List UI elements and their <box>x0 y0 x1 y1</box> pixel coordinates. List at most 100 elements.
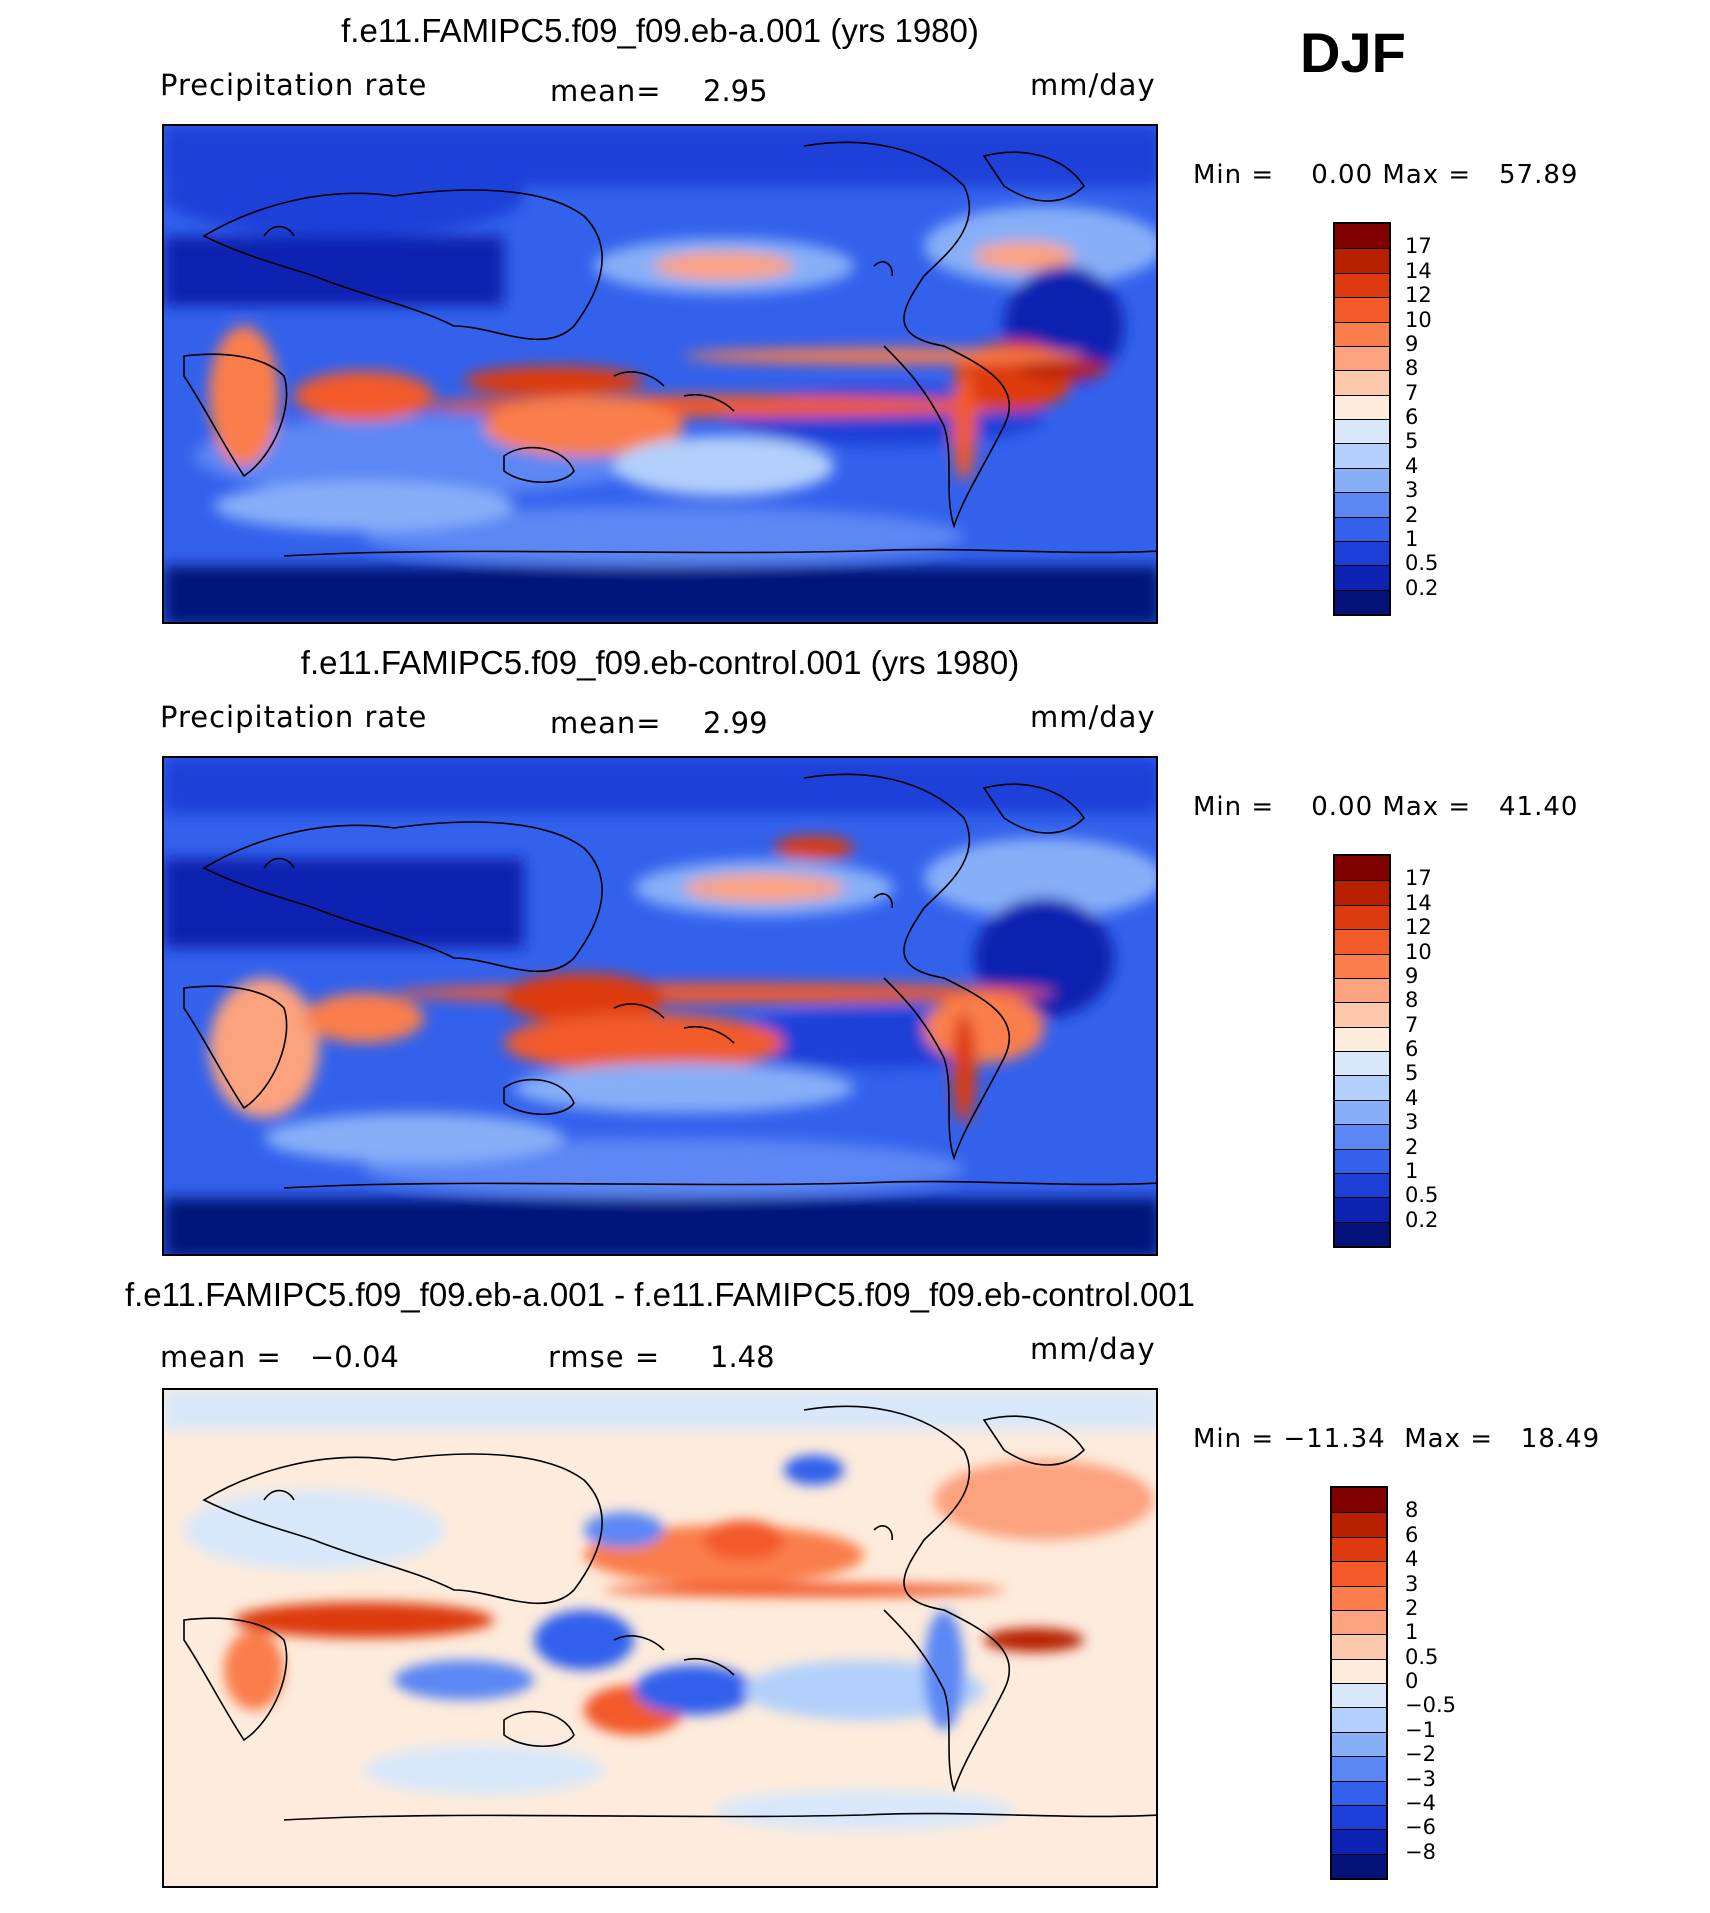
colorbar-tick-label: 5 <box>1405 1061 1419 1086</box>
colorbar-swatch <box>1335 1051 1389 1076</box>
colorbar-tick-label: 7 <box>1405 380 1419 405</box>
panel-title: f.e11.FAMIPC5.f09_f09.eb-a.001 - f.e11.F… <box>124 1276 1196 1313</box>
colorbar <box>1333 222 1391 616</box>
colorbar-tick-label: 6 <box>1405 1522 1419 1547</box>
colorbar-swatch <box>1335 345 1389 371</box>
colorbar-swatch <box>1335 856 1389 881</box>
colorbar-tick-label: 2 <box>1405 1595 1419 1620</box>
colorbar-tick-label: 8 <box>1405 356 1419 381</box>
colorbar-swatch <box>1335 540 1389 566</box>
panel-title: f.e11.FAMIPC5.f09_f09.eb-control.001 (yr… <box>300 644 1020 681</box>
colorbar-tick-label: 12 <box>1405 915 1432 940</box>
colorbar-tick-label: 8 <box>1405 1498 1419 1523</box>
colorbar-swatch <box>1335 394 1389 419</box>
colorbar-swatch <box>1335 953 1389 978</box>
colorbar-swatch <box>1332 1488 1386 1513</box>
colorbar-swatch <box>1335 1221 1389 1246</box>
min-max-label: Min = −11.34 Max = 18.49 <box>1193 1424 1601 1454</box>
colorbar-swatch <box>1335 977 1389 1003</box>
colorbar-tick-label: 1 <box>1405 1620 1419 1645</box>
rmse-label: rmse = <box>548 1340 661 1374</box>
colorbar-swatch <box>1335 1148 1389 1173</box>
colorbar-tick-label: 0.2 <box>1405 575 1439 600</box>
colorbar-tick-label: 10 <box>1405 307 1432 332</box>
colorbar-swatch <box>1335 1197 1389 1222</box>
colorbar-tick-label: 2 <box>1405 1134 1419 1159</box>
colorbar-tick-label: 3 <box>1405 1571 1419 1596</box>
colorbar-tick-label: 8 <box>1405 988 1419 1013</box>
colorbar-tick-label: −1 <box>1405 1717 1436 1742</box>
units-label: mm/day <box>1030 700 1156 734</box>
colorbar-swatch <box>1332 1829 1386 1854</box>
colorbar-tick-label: −0.5 <box>1405 1693 1456 1718</box>
colorbar-tick-label: 1 <box>1405 1158 1419 1183</box>
colorbar-swatch <box>1335 516 1389 541</box>
panel-difference: f.e11.FAMIPC5.f09_f09.eb-a.001 - f.e11.F… <box>0 1264 1710 1904</box>
colorbar-tick-label: 9 <box>1405 331 1419 356</box>
panel-title: f.e11.FAMIPC5.f09_f09.eb-a.001 (yrs 1980… <box>341 12 979 49</box>
colorbar-tick-label: 3 <box>1405 1110 1419 1135</box>
colorbar-swatch <box>1335 1099 1389 1125</box>
colorbar-tick-label: 4 <box>1405 453 1419 478</box>
colorbar-tick-label: 9 <box>1405 963 1419 988</box>
colorbar-swatch <box>1332 1756 1386 1781</box>
colorbar-swatch <box>1335 1075 1389 1100</box>
colorbar-tick-label: 17 <box>1405 234 1432 259</box>
colorbar-tick-label: 10 <box>1405 939 1432 964</box>
colorbar-tick-label: 4 <box>1405 1085 1419 1110</box>
colorbar-swatch <box>1332 1634 1386 1659</box>
colorbar-tick-label: 3 <box>1405 478 1419 503</box>
colorbar-tick-label: −4 <box>1405 1790 1436 1815</box>
colorbar-swatch <box>1332 1731 1386 1757</box>
season-label: DJF <box>1300 21 1406 84</box>
difference-map <box>162 1388 1158 1888</box>
colorbar-tick-label: 14 <box>1405 890 1432 915</box>
colorbar-swatch <box>1332 1707 1386 1732</box>
colorbar-tick-label: 0.5 <box>1405 1183 1439 1208</box>
colorbar-tick-label: −6 <box>1405 1815 1436 1840</box>
colorbar-swatch <box>1332 1536 1386 1562</box>
colorbar-swatch <box>1335 1172 1389 1198</box>
units-label: mm/day <box>1030 1332 1156 1366</box>
precipitation-map <box>162 124 1158 624</box>
mean-value: −0.04 <box>310 1340 399 1374</box>
colorbar-tick-label: 0.5 <box>1405 1644 1439 1669</box>
colorbar-tick-label: 5 <box>1405 429 1419 454</box>
mean-label: mean= <box>550 706 662 740</box>
mean-label: mean = <box>160 1340 282 1374</box>
colorbar-tick-label: −8 <box>1405 1839 1436 1864</box>
colorbar <box>1333 854 1391 1248</box>
colorbar-swatch <box>1335 565 1389 590</box>
panel-model-a: f.e11.FAMIPC5.f09_f09.eb-a.001 (yrs 1980… <box>0 0 1710 640</box>
variable-label: Precipitation rate <box>160 700 428 734</box>
colorbar-labels: 8 6 4 3 2 1 0.5 0 −0.5 −1 −2 −3 −4 −6 −8 <box>1405 1486 1485 1880</box>
colorbar-swatch <box>1335 443 1389 468</box>
colorbar-swatch <box>1335 248 1389 273</box>
mean-label: mean= <box>550 74 662 108</box>
colorbar-swatch <box>1335 297 1389 322</box>
colorbar-tick-label: 17 <box>1405 866 1432 891</box>
colorbar-tick-label: 4 <box>1405 1547 1419 1572</box>
colorbar-labels: 17 14 12 10 9 8 7 6 5 4 3 2 1 0.5 0.2 <box>1405 222 1485 616</box>
colorbar-swatch <box>1332 1609 1386 1635</box>
colorbar-swatch <box>1332 1512 1386 1537</box>
colorbar-tick-label: 2 <box>1405 502 1419 527</box>
colorbar-tick-label: 0.5 <box>1405 551 1439 576</box>
colorbar-swatch <box>1332 1561 1386 1586</box>
colorbar-swatch <box>1332 1804 1386 1830</box>
colorbar-swatch <box>1335 224 1389 249</box>
colorbar-swatch <box>1335 370 1389 395</box>
colorbar-tick-label: −3 <box>1405 1766 1436 1791</box>
colorbar-swatch <box>1335 1002 1389 1027</box>
colorbar-swatch <box>1332 1780 1386 1805</box>
colorbar-labels: 17 14 12 10 9 8 7 6 5 4 3 2 1 0.5 0.2 <box>1405 854 1485 1248</box>
colorbar-swatch <box>1332 1585 1386 1610</box>
colorbar-tick-label: 12 <box>1405 283 1432 308</box>
precipitation-map <box>162 756 1158 1256</box>
variable-label: Precipitation rate <box>160 68 428 102</box>
colorbar-swatch <box>1335 1124 1389 1149</box>
colorbar-swatch <box>1332 1683 1386 1708</box>
min-max-label: Min = 0.00 Max = 41.40 <box>1193 792 1579 822</box>
colorbar-swatch <box>1335 492 1389 517</box>
colorbar-swatch <box>1335 321 1389 346</box>
